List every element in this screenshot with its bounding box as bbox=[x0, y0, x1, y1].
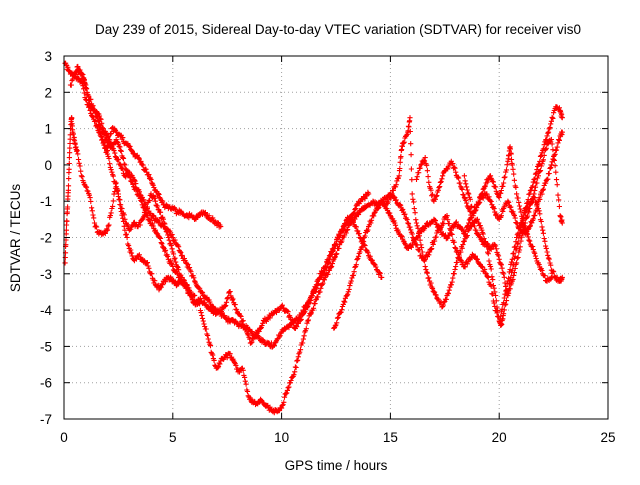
y-tick-label: 3 bbox=[44, 49, 52, 64]
y-tick-label: 0 bbox=[44, 158, 52, 173]
y-tick-label: -2 bbox=[40, 231, 52, 246]
y-tick-label: -5 bbox=[40, 339, 52, 354]
data-point-markers bbox=[62, 60, 565, 416]
data-point-markers bbox=[62, 115, 198, 299]
data-layer bbox=[62, 60, 565, 416]
y-tick-label: 2 bbox=[44, 85, 52, 100]
series-track-b bbox=[62, 60, 565, 416]
y-tick-label: 1 bbox=[44, 122, 52, 137]
tick-layer: 0 5 10 15 20 25 -7 -6 -5 -4 -3 -2 -1 0 1 2 3 bbox=[40, 49, 616, 445]
data-point-markers bbox=[96, 122, 224, 230]
y-tick-label: -7 bbox=[40, 412, 52, 427]
series-track-i bbox=[331, 191, 450, 331]
y-tick-label: -1 bbox=[40, 194, 52, 209]
series-track-a bbox=[62, 115, 198, 299]
series-track-d bbox=[67, 67, 385, 350]
data-point-markers bbox=[461, 144, 554, 284]
data-point-markers bbox=[444, 195, 565, 324]
chart-title: Day 239 of 2015, Sidereal Day-to-day VTE… bbox=[95, 22, 581, 37]
x-axis-label: GPS time / hours bbox=[285, 458, 388, 473]
y-axis-label: SDTVAR / TECUs bbox=[8, 184, 23, 293]
y-tick-label: -6 bbox=[40, 376, 52, 391]
series-track-j bbox=[461, 144, 554, 284]
x-tick-label: 5 bbox=[169, 430, 177, 445]
y-tick-label: -3 bbox=[40, 267, 52, 282]
x-tick-label: 0 bbox=[60, 430, 68, 445]
x-tick-label: 15 bbox=[383, 430, 398, 445]
series-track-h bbox=[444, 195, 565, 324]
x-tick-label: 20 bbox=[492, 430, 507, 445]
x-tick-label: 10 bbox=[274, 430, 289, 445]
grid-layer bbox=[64, 56, 608, 419]
data-point-markers bbox=[67, 67, 385, 350]
series-track-e bbox=[96, 122, 224, 230]
x-tick-label: 25 bbox=[600, 430, 615, 445]
y-tick-label: -4 bbox=[40, 303, 52, 318]
data-point-markers bbox=[331, 191, 450, 331]
